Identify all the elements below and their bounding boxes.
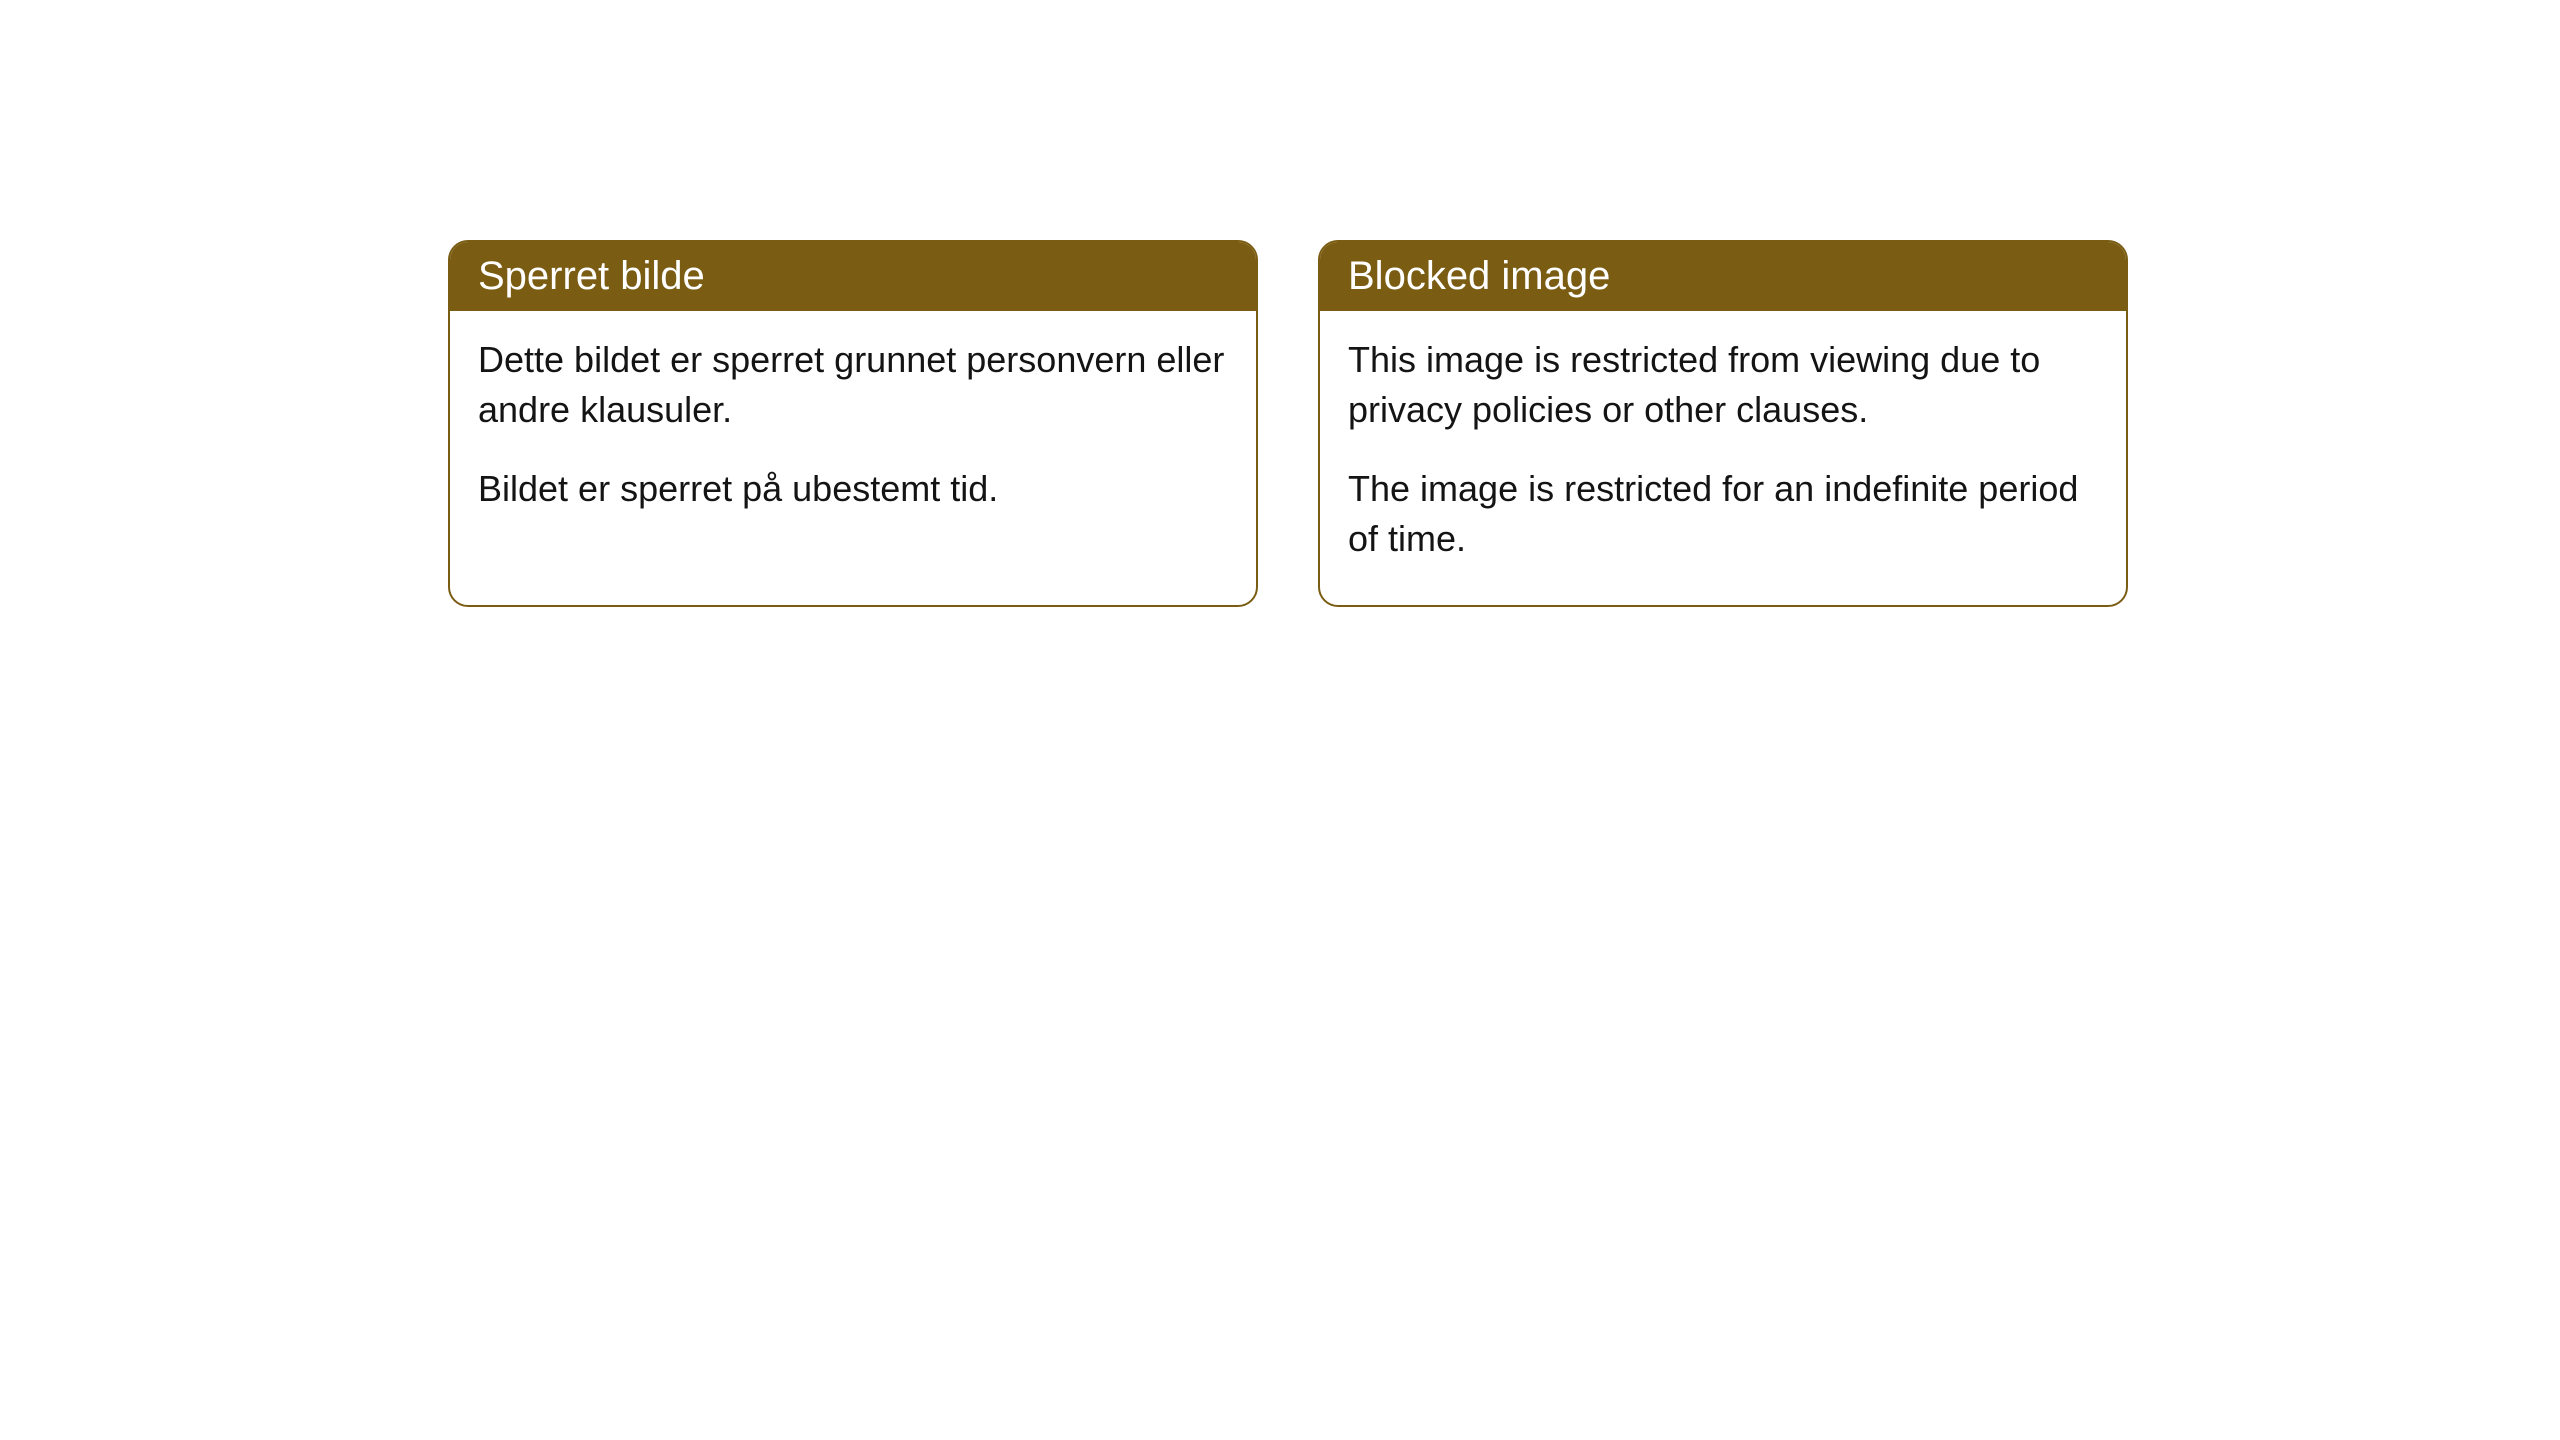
- card-header-english: Blocked image: [1320, 242, 2126, 311]
- card-paragraph-2-english: The image is restricted for an indefinit…: [1348, 464, 2098, 565]
- card-title-norwegian: Sperret bilde: [478, 254, 705, 298]
- card-title-english: Blocked image: [1348, 254, 1610, 298]
- blocked-image-card-norwegian: Sperret bilde Dette bildet er sperret gr…: [448, 240, 1258, 607]
- blocked-image-card-english: Blocked image This image is restricted f…: [1318, 240, 2128, 607]
- card-paragraph-2-norwegian: Bildet er sperret på ubestemt tid.: [478, 464, 1228, 514]
- card-paragraph-1-norwegian: Dette bildet er sperret grunnet personve…: [478, 335, 1228, 436]
- card-body-english: This image is restricted from viewing du…: [1320, 311, 2126, 605]
- card-paragraph-1-english: This image is restricted from viewing du…: [1348, 335, 2098, 436]
- card-body-norwegian: Dette bildet er sperret grunnet personve…: [450, 311, 1256, 554]
- info-cards-container: Sperret bilde Dette bildet er sperret gr…: [448, 240, 2128, 607]
- card-header-norwegian: Sperret bilde: [450, 242, 1256, 311]
